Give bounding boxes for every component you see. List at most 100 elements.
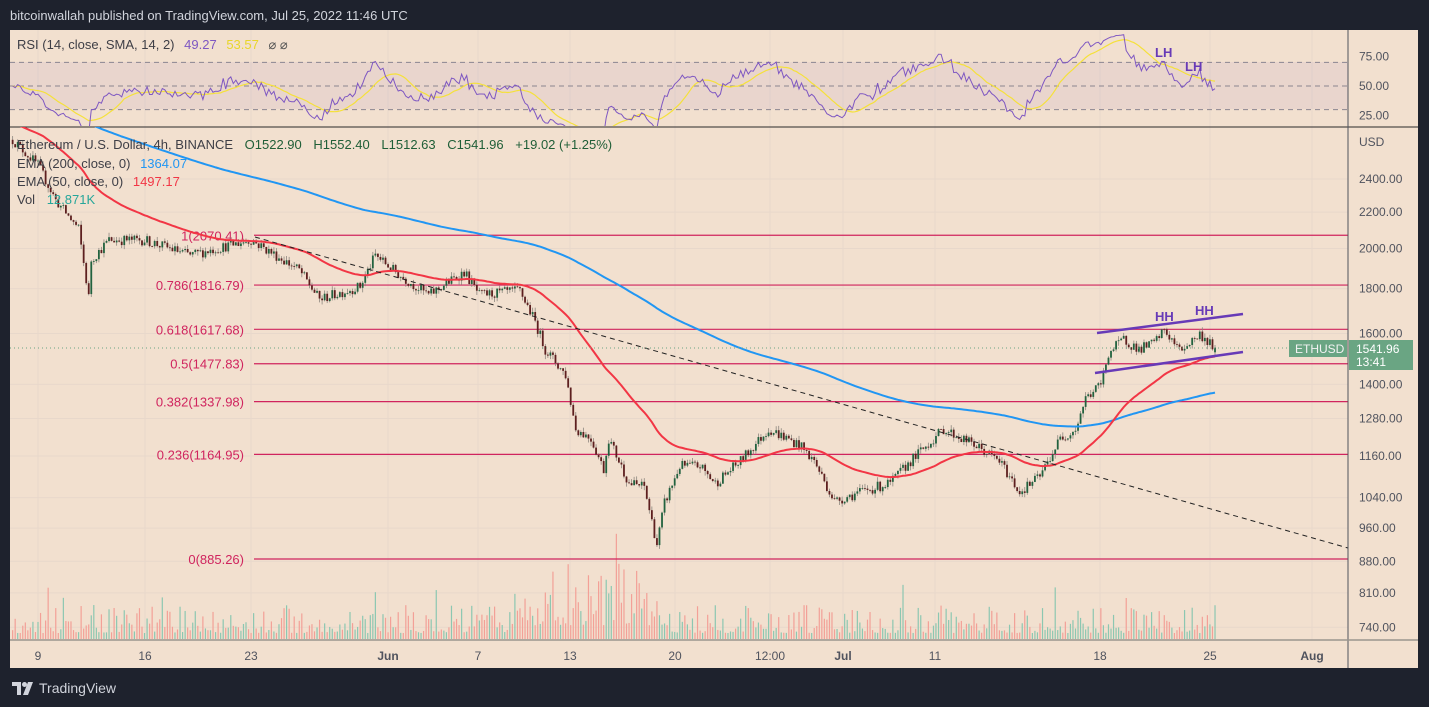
candle (328, 297, 331, 303)
candle-body (1181, 346, 1183, 351)
time-tick-label: Aug (1300, 649, 1323, 663)
fib-level-label: 0.786(1816.79) (156, 278, 244, 293)
candle-body (285, 260, 288, 265)
tradingview-logo[interactable]: TradingView (12, 680, 116, 696)
volume-bar (734, 628, 737, 639)
volume-bar (882, 628, 884, 639)
candle (1176, 341, 1178, 348)
channel-lower-line[interactable] (1094, 350, 1244, 375)
candle-body (1013, 478, 1016, 488)
volume-bar (570, 625, 572, 639)
ema200-legend[interactable]: EMA (200, close, 0) 1364.07 (17, 156, 187, 171)
candle-body (749, 450, 752, 456)
volume-bar (372, 613, 374, 639)
volume-bar (166, 610, 168, 639)
ohlc-close: C1541.96 (447, 137, 503, 152)
candle-body (780, 432, 783, 439)
candle (217, 248, 220, 254)
candle-body (676, 473, 679, 479)
volume-bar (1163, 615, 1165, 639)
volume-legend[interactable]: Vol 12.871K (17, 192, 95, 207)
volume-bar (1135, 611, 1137, 639)
candle (838, 496, 841, 506)
candle (1074, 426, 1077, 436)
volume-bar (993, 624, 995, 639)
candle-body (201, 250, 204, 258)
candle (709, 472, 712, 480)
downtrend-line[interactable] (254, 236, 1349, 549)
symbol-legend[interactable]: Ethereum / U.S. Dollar, 4h, BINANCE O152… (17, 137, 612, 152)
volume-bar (775, 627, 777, 639)
candle (460, 268, 463, 285)
candle-body (508, 287, 511, 290)
candle (1209, 334, 1211, 347)
candle-body (1127, 344, 1130, 348)
volume-bar (856, 610, 858, 639)
volume-bar (405, 605, 407, 639)
time-axis[interactable]: 9 16 23 Jun 7 13 20 12:00 Jul 11 18 25 Aug (35, 649, 1324, 663)
candle (92, 259, 95, 265)
price-axis[interactable]: USD 2400.00 2200.00 2000.00 1800.00 1600.00 1… (1359, 135, 1403, 634)
candle-body (874, 489, 876, 494)
volume-bar (854, 631, 856, 639)
candle-body (666, 498, 668, 501)
candle (1145, 341, 1148, 348)
candle-body (869, 489, 871, 491)
candle-body (1176, 344, 1178, 346)
candle (645, 485, 648, 500)
candle (696, 460, 699, 469)
candle-body (273, 251, 275, 254)
candle (1089, 389, 1092, 399)
candle-body (1163, 329, 1166, 331)
candle (354, 288, 356, 296)
candle-body (623, 464, 625, 477)
candle (1094, 385, 1097, 393)
candle (143, 239, 146, 246)
candle (686, 459, 689, 468)
volume-bar (77, 632, 80, 639)
volume-bar (357, 626, 359, 639)
candle (37, 159, 39, 166)
candle (579, 430, 582, 438)
volume-bar (1092, 608, 1094, 639)
candle-body (884, 487, 887, 488)
volume-bar (98, 632, 100, 639)
candle (110, 236, 113, 242)
channel-upper-line[interactable] (1096, 312, 1244, 335)
volume-bar (1034, 630, 1036, 639)
volume-bar (1112, 614, 1115, 639)
volume-bar (608, 593, 610, 639)
candle-body (541, 330, 544, 347)
candle-body (1110, 350, 1112, 358)
candle-body (1211, 339, 1214, 350)
candle-body (97, 250, 100, 260)
candle-body (217, 252, 220, 254)
volume-bar (1006, 632, 1008, 639)
volume-bar (1181, 631, 1183, 639)
candle-body (643, 481, 646, 486)
volume-bar (407, 615, 409, 639)
fib-retracement[interactable]: 1(2070.41)0.786(1816.79)0.618(1617.68)0.… (156, 228, 1348, 567)
candle (44, 167, 47, 187)
candle-body (387, 264, 389, 268)
fib-level-label: 0.618(1617.68) (156, 322, 244, 337)
candle-body (864, 488, 866, 489)
volume-bar (141, 626, 143, 639)
ema50-legend[interactable]: EMA (50, close, 0) 1497.17 (17, 174, 180, 189)
candle-body (161, 241, 164, 248)
last-price: 1541.96 (1356, 342, 1400, 356)
candle (366, 266, 369, 279)
candle (820, 467, 823, 475)
volume-bar (392, 627, 394, 639)
volume-bar (435, 590, 437, 639)
candle-body (222, 243, 225, 252)
volume-bar (1107, 624, 1110, 639)
candle-body (932, 443, 935, 445)
volume-bar (1214, 605, 1216, 639)
rsi-axis[interactable]: 75.00 50.00 25.00 (1359, 50, 1389, 123)
candle (184, 246, 187, 253)
rsi-legend[interactable]: RSI (14, close, SMA, 14, 2) 49.27 53.57 … (17, 37, 288, 52)
volume-bar (800, 626, 803, 639)
volume-bar (133, 631, 135, 639)
